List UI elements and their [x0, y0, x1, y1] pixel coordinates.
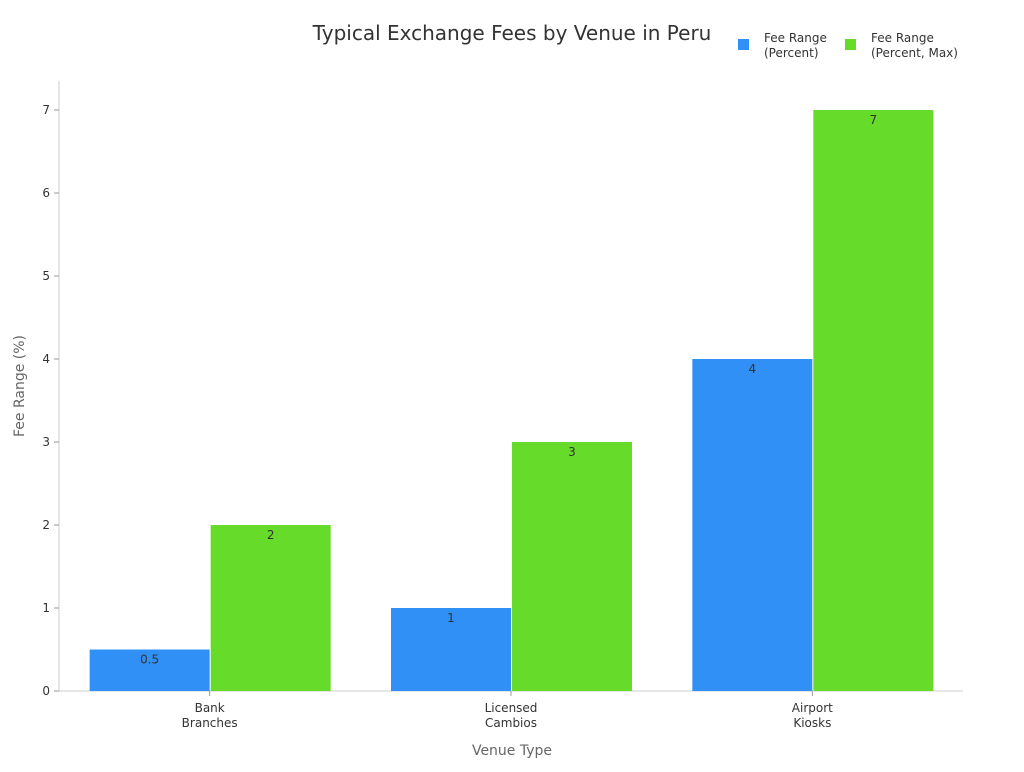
x-tick-label: Bank Branches — [182, 701, 238, 730]
y-tick-label: 4 — [42, 352, 50, 366]
chart-title: Typical Exchange Fees by Venue in Peru — [312, 21, 712, 45]
y-tick-label: 7 — [42, 103, 50, 117]
data-label: 7 — [870, 113, 878, 127]
legend-label: Fee Range (Percent, Max) — [871, 31, 958, 60]
legend-label-line: Fee Range — [871, 31, 934, 45]
y-tick-label: 0 — [42, 684, 50, 698]
x-axis-label: Venue Type — [472, 743, 552, 759]
x-tick-label-line: Airport — [792, 701, 833, 715]
y-tick-label: 5 — [42, 269, 50, 283]
legend-label-line: (Percent) — [764, 46, 819, 60]
y-tick-label: 6 — [42, 186, 50, 200]
bar — [813, 110, 934, 691]
y-axis-label: Fee Range (%) — [12, 335, 28, 437]
axes: 0 1 2 3 4 5 6 7 Bank Branches Licensed Cambios Airpo… — [42, 80, 963, 730]
bar — [89, 649, 210, 691]
y-tick-label: 3 — [42, 435, 50, 449]
legend-label-line: (Percent, Max) — [871, 46, 958, 60]
data-label: 1 — [447, 611, 455, 625]
x-tick-label: Licensed Cambios — [485, 701, 538, 730]
bar — [391, 608, 511, 691]
legend-label: Fee Range (Percent) — [764, 31, 827, 60]
bar — [692, 359, 813, 691]
x-tick-label-line: Licensed — [485, 701, 538, 715]
x-tick-label-line: Bank — [195, 701, 225, 715]
y-tick-label: 2 — [42, 518, 50, 532]
y-tick-label: 1 — [42, 601, 50, 615]
x-tick-label: Airport Kiosks — [792, 701, 833, 730]
x-tick-label-line: Branches — [182, 716, 238, 730]
legend: Fee Range (Percent)Fee Range (Percent, Max… — [738, 31, 958, 60]
legend-swatch — [845, 39, 856, 50]
data-label: 4 — [749, 362, 757, 376]
bars: 0.5 2 1 3 4 7 — [89, 110, 934, 691]
legend-label-line: Fee Range — [764, 31, 827, 45]
x-tick-label-line: Cambios — [485, 716, 537, 730]
x-tick-label-line: Kiosks — [793, 716, 831, 730]
legend-swatch — [738, 39, 749, 50]
data-label: 3 — [568, 445, 576, 459]
bar — [210, 525, 331, 691]
data-label: 2 — [267, 528, 275, 542]
bar — [512, 442, 632, 691]
data-label: 0.5 — [140, 653, 159, 667]
